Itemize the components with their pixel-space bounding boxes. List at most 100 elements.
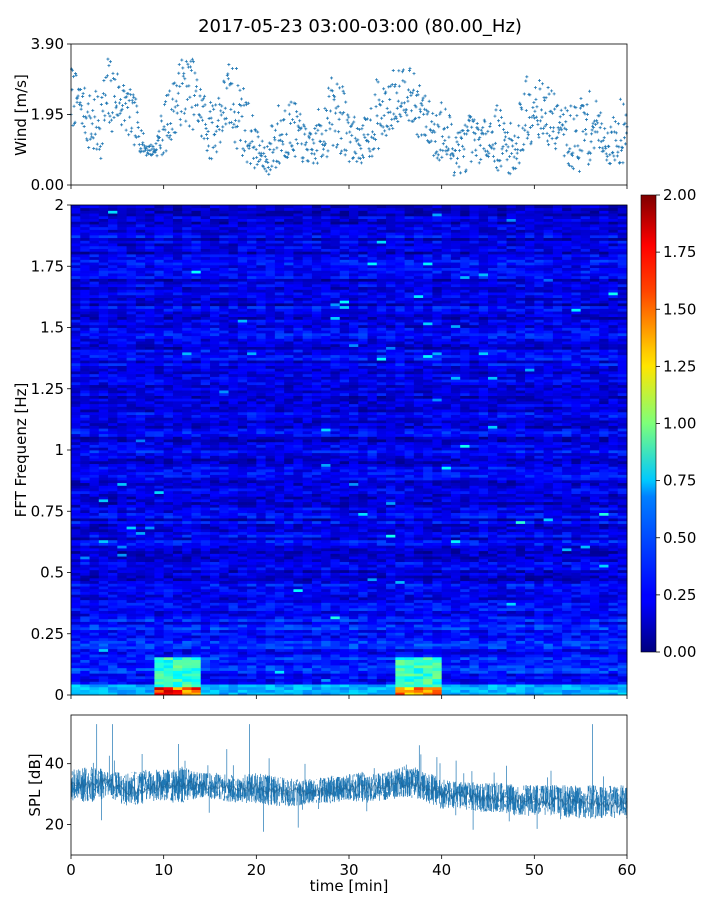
spectrogram-cell xyxy=(423,637,433,641)
spectrogram-cell xyxy=(311,656,322,661)
wind-point xyxy=(271,159,275,163)
spectrogram-cell xyxy=(413,594,424,598)
spectrogram-cell xyxy=(562,646,572,650)
spectrogram-cell xyxy=(98,539,109,543)
spectrogram-cell xyxy=(210,553,220,557)
wind-point xyxy=(223,117,227,121)
spectrogram-cell xyxy=(126,659,137,663)
wind-point xyxy=(552,126,556,130)
spectrogram-cell xyxy=(191,637,202,641)
spectrogram-cell xyxy=(488,686,498,690)
wind-point xyxy=(217,128,221,132)
wind-point xyxy=(229,120,233,124)
spectrogram-cell xyxy=(358,678,368,682)
spectrogram-cell xyxy=(349,550,359,554)
spectrogram-cell xyxy=(265,665,276,669)
spectrogram-cell xyxy=(571,586,582,590)
spectrogram-cell xyxy=(172,684,183,688)
spectrogram-cell xyxy=(256,539,266,543)
wind-point xyxy=(444,145,448,149)
spectrogram-cell xyxy=(497,635,507,639)
wind-point xyxy=(273,138,277,142)
spectrogram-cell xyxy=(515,667,526,671)
spectrogram-cell xyxy=(432,621,443,625)
spectrogram-cell xyxy=(432,635,443,639)
spectrogram-cell xyxy=(423,662,433,666)
spectrogram-cell xyxy=(145,526,155,530)
wind-point xyxy=(319,155,323,159)
spectrogram-cell xyxy=(580,537,591,541)
wind-point xyxy=(538,87,542,91)
spectrogram-cell xyxy=(219,528,229,533)
spectrogram-cell xyxy=(386,616,396,620)
spectrogram-cell xyxy=(311,640,322,644)
spectrogram-cell xyxy=(460,548,470,552)
spectrogram-cell xyxy=(543,689,554,693)
wind-point xyxy=(416,93,420,97)
spectrogram-cell xyxy=(284,629,294,633)
spectrogram-cell xyxy=(395,673,405,677)
spectrogram-cell xyxy=(358,607,368,612)
spectrogram-cell xyxy=(135,602,146,606)
spectrogram-cell xyxy=(154,610,165,614)
spectrogram-cell xyxy=(450,640,461,644)
wind-point xyxy=(367,147,371,151)
spectrogram-cell xyxy=(284,648,294,652)
spectrogram-cell xyxy=(98,580,109,584)
spectrogram-cell xyxy=(284,675,294,680)
spectrogram-cell xyxy=(219,662,229,666)
spectrogram-cell xyxy=(98,678,109,682)
spectrogram-cell xyxy=(145,548,155,552)
spectrogram-cell xyxy=(589,626,600,631)
wind-point xyxy=(179,110,183,114)
wind-point xyxy=(403,111,407,115)
spectrogram-cell xyxy=(404,526,415,530)
spectrogram-cell xyxy=(367,632,378,636)
spectrogram-cell xyxy=(247,670,257,674)
spectrogram-cell xyxy=(460,605,470,609)
spectrogram-cell xyxy=(247,602,257,606)
spectrogram-cell xyxy=(497,537,507,541)
spectrogram-cell xyxy=(247,665,257,669)
spectrogram-cell xyxy=(386,626,396,631)
spectrogram-cell xyxy=(284,597,294,601)
spectrogram-cell xyxy=(182,561,192,565)
spectrogram-cell xyxy=(311,678,322,682)
spectrogram-cell xyxy=(265,597,276,601)
spectrogram-cell xyxy=(274,594,285,598)
spectrogram-cell xyxy=(172,616,183,620)
spectrogram-cell xyxy=(154,520,165,524)
spectrogram-cell xyxy=(395,572,405,576)
spectrogram-cell xyxy=(98,586,109,590)
spectrogram-cell xyxy=(210,580,220,584)
spectrogram-cell xyxy=(599,662,609,666)
spectrogram-cell xyxy=(423,607,433,612)
spectrogram-cell xyxy=(395,531,405,535)
wind-point xyxy=(301,160,305,164)
spectrogram-cell xyxy=(515,575,526,579)
spectrogram-cell xyxy=(423,550,433,554)
wind-point xyxy=(567,149,571,153)
spectrogram-cell xyxy=(191,616,202,620)
spectrogram-cell xyxy=(469,621,480,625)
wind-point xyxy=(329,88,333,92)
spectrogram-cell xyxy=(599,648,609,652)
spectrogram-cell xyxy=(358,567,368,571)
wind-point xyxy=(461,144,465,148)
spectrogram-cell xyxy=(478,550,489,554)
spectrogram-cell xyxy=(321,670,331,674)
spectrogram-cell xyxy=(525,561,535,565)
spectrogram-cell xyxy=(71,665,81,669)
spectrogram-cell xyxy=(599,665,609,669)
spectrogram-cell xyxy=(413,586,424,590)
spectrogram-cell xyxy=(330,610,341,614)
wind-point xyxy=(94,125,98,129)
spectrogram-cell xyxy=(339,594,350,598)
wind-point xyxy=(509,121,513,125)
spectrogram-cell xyxy=(237,597,248,601)
spectrogram-cell xyxy=(404,588,415,592)
spectrogram-cell xyxy=(191,643,202,647)
spectrogram-cell xyxy=(191,626,202,631)
spectrogram-cell xyxy=(145,586,155,590)
spectrogram-cell xyxy=(182,616,192,620)
